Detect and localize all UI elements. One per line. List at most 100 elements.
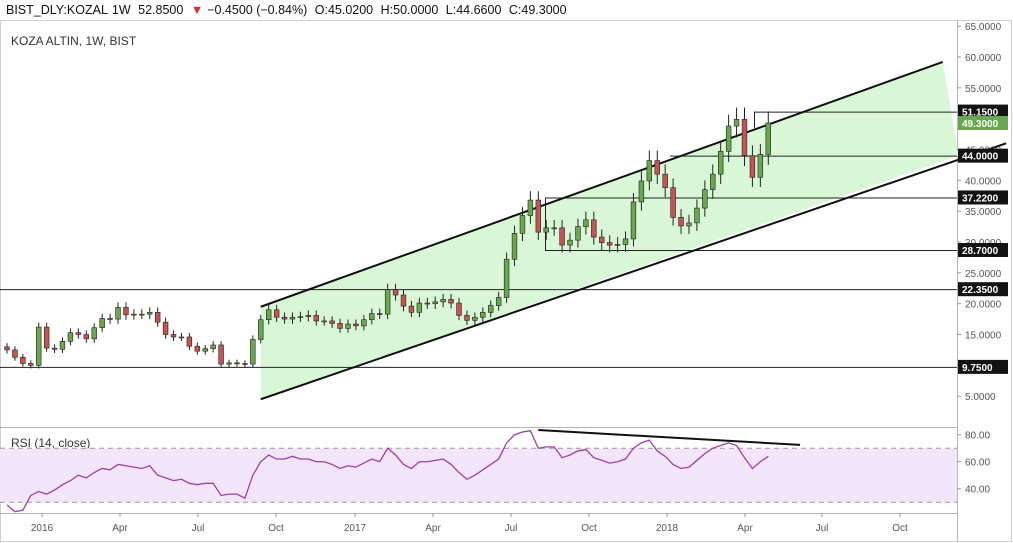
- candle: [392, 289, 399, 296]
- candle: [488, 305, 494, 313]
- price-tick-label: 20.0000: [965, 300, 1002, 311]
- candle: [91, 327, 97, 340]
- time-tick-label: Apr: [112, 523, 128, 534]
- candle: [408, 305, 415, 313]
- candle: [218, 344, 224, 365]
- candle: [59, 340, 66, 350]
- candle: [170, 334, 177, 338]
- level-label: 49.3000: [962, 119, 999, 130]
- close-value: C:49.3000: [508, 3, 567, 17]
- level-label-box: [958, 359, 1008, 374]
- candle: [75, 332, 82, 335]
- candle: [448, 299, 454, 304]
- candle: [733, 118, 740, 127]
- candle: [43, 326, 50, 349]
- high-value: H:50.0000: [380, 3, 439, 17]
- price-change: −0.4500 (−0.84%): [207, 3, 308, 17]
- candle: [178, 336, 185, 339]
- candle: [606, 242, 613, 246]
- candle: [20, 357, 26, 364]
- candle: [464, 315, 470, 321]
- chart-subtitle: KOZA ALTIN, 1W, BIST: [11, 34, 137, 48]
- candle: [511, 233, 518, 260]
- candle: [575, 226, 581, 241]
- candle: [599, 236, 605, 243]
- candle: [234, 362, 240, 365]
- time-tick-label: 2016: [31, 523, 54, 534]
- time-tick-label: Apr: [425, 523, 441, 534]
- candle: [583, 219, 589, 227]
- time-tick-label: Oct: [892, 523, 908, 534]
- candle: [377, 313, 383, 315]
- candle: [725, 125, 732, 152]
- level-label: 22.3500: [962, 285, 999, 296]
- candle: [67, 332, 74, 342]
- candle: [400, 294, 407, 307]
- candle: [527, 199, 534, 216]
- candle: [345, 323, 351, 329]
- last-price: 52.8500: [138, 3, 184, 17]
- candle: [638, 180, 645, 203]
- candle: [702, 189, 708, 209]
- price-tick-label: 60.0000: [965, 53, 1002, 64]
- price-tick-label: 15.0000: [965, 331, 1002, 342]
- candle: [456, 302, 462, 316]
- candle: [107, 318, 113, 320]
- time-tick-label: 2018: [656, 523, 679, 534]
- rsi-line: [6, 429, 769, 513]
- candle: [258, 319, 264, 340]
- candle: [123, 307, 129, 316]
- time-tick-label: Oct: [581, 523, 597, 534]
- candle: [432, 301, 438, 304]
- rsi-tick-label: 60.00: [965, 458, 990, 469]
- price-tick-label: 65.0000: [965, 22, 1002, 33]
- candle: [567, 239, 573, 246]
- time-tick-label: Apr: [737, 523, 753, 534]
- down-arrow-icon: ▼: [190, 3, 204, 17]
- level-label: 37.2200: [962, 193, 999, 204]
- symbol-label[interactable]: BIST_DLY:KOZAL: [6, 3, 108, 17]
- candle: [321, 320, 327, 323]
- rsi-band: [0, 448, 957, 503]
- level-label-box: [958, 104, 1008, 119]
- candle: [353, 323, 359, 327]
- channel-lower-line: [260, 142, 1007, 401]
- level-label-box: [958, 243, 1008, 258]
- candle: [162, 321, 169, 335]
- level-label-box: [958, 115, 1008, 130]
- candle: [710, 173, 716, 190]
- level-label-box: [958, 148, 1008, 163]
- candle: [139, 313, 145, 316]
- rsi-tick-label: 80.00: [965, 431, 990, 442]
- candle: [480, 311, 486, 318]
- candle: [83, 334, 90, 340]
- candle: [519, 215, 526, 234]
- level-label: 9.7500: [962, 363, 993, 374]
- interval-label[interactable]: 1W: [111, 3, 131, 17]
- candle: [551, 227, 557, 230]
- time-tick-label: 2017: [344, 523, 367, 534]
- candle: [694, 207, 700, 224]
- candle: [559, 227, 565, 246]
- candle: [154, 311, 161, 323]
- candle: [313, 315, 319, 322]
- level-label: 51.1500: [962, 108, 999, 119]
- candle: [416, 302, 423, 313]
- candle: [250, 339, 256, 365]
- chart-frame: [0, 20, 1012, 542]
- candle: [503, 258, 510, 298]
- candle: [210, 344, 216, 349]
- candle: [384, 289, 391, 315]
- candle: [654, 160, 660, 175]
- level-label-box: [958, 282, 1008, 297]
- candle: [28, 363, 34, 366]
- candle: [622, 238, 629, 245]
- price-tick-label: 5.0000: [965, 392, 996, 403]
- price-tick-label: 55.0000: [965, 84, 1002, 95]
- open-value: O:45.0200: [314, 3, 374, 17]
- rsi-trendline: [538, 429, 801, 446]
- candle: [99, 318, 105, 329]
- candle: [265, 309, 272, 321]
- low-value: L:44.6600: [445, 3, 502, 17]
